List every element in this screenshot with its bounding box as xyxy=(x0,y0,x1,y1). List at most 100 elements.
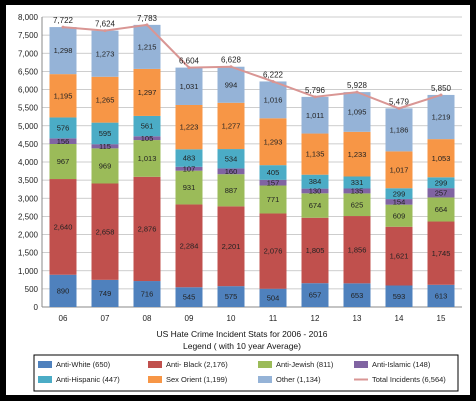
segment-label: 160 xyxy=(225,167,238,176)
bar-segment xyxy=(217,168,245,175)
bar-segment xyxy=(217,206,245,287)
bar-segment xyxy=(343,193,371,217)
segment-label: 664 xyxy=(435,205,448,214)
y-tick-label: 1,000 xyxy=(18,267,39,276)
segment-label: 1,273 xyxy=(96,49,115,58)
bar-segment xyxy=(301,283,329,307)
legend: Anti-White (650) Anti- Black (2,176) Anti-… xyxy=(38,360,446,384)
segment-label: 1,856 xyxy=(348,245,367,254)
total-label: 7,624 xyxy=(95,20,116,29)
segment-label: 154 xyxy=(393,197,406,206)
y-tick-label: 6,000 xyxy=(18,86,39,95)
segment-label: 2,201 xyxy=(222,242,241,251)
x-tick-label: 13 xyxy=(353,314,362,323)
segment-label: 716 xyxy=(141,290,154,299)
bar-segment xyxy=(427,197,455,222)
bar-segment xyxy=(427,284,455,307)
legend-label: Anti-Islamic (148) xyxy=(372,360,431,369)
chart-title: US Hate Crime Incident Stats for 2006 - … xyxy=(156,329,327,339)
bar-segment xyxy=(175,149,203,167)
segment-label: 1,053 xyxy=(432,154,451,163)
segment-label: 625 xyxy=(351,200,364,209)
total-label: 6,222 xyxy=(263,70,284,79)
bar-segment xyxy=(91,183,119,280)
total-incidents-line xyxy=(62,23,442,110)
segment-label: 887 xyxy=(225,186,238,195)
bar-segment xyxy=(133,68,161,116)
bar-segment xyxy=(427,188,455,198)
bar-segment xyxy=(91,148,119,184)
bar-segment xyxy=(301,133,329,175)
bar-segment xyxy=(343,188,371,194)
segment-label: 749 xyxy=(99,289,112,298)
segment-label: 331 xyxy=(351,178,364,187)
segment-label: 1,298 xyxy=(54,46,73,55)
legend-swatch xyxy=(258,361,272,368)
total-label: 6,628 xyxy=(221,56,242,65)
bar-segment xyxy=(133,281,161,307)
segment-label: 107 xyxy=(183,164,196,173)
total-label: 6,604 xyxy=(179,57,200,66)
bar-segment xyxy=(133,115,161,137)
segment-label: 657 xyxy=(309,291,322,300)
segment-label: 1,031 xyxy=(180,82,199,91)
segment-label: 576 xyxy=(57,123,70,132)
bar-segment xyxy=(175,204,203,288)
total-point xyxy=(187,66,191,70)
y-tick-label: 8,000 xyxy=(18,13,39,22)
total-point xyxy=(229,65,233,69)
x-tick-label: 11 xyxy=(269,314,278,323)
legend-label: Sex Orient (1,199) xyxy=(166,375,228,384)
segment-label: 575 xyxy=(225,292,238,301)
bar-segment xyxy=(91,30,119,77)
y-tick-label: 4,000 xyxy=(18,158,39,167)
bar-segment xyxy=(343,92,371,132)
segment-label: 674 xyxy=(309,201,322,210)
segment-label: 613 xyxy=(435,291,448,300)
legend-swatch xyxy=(354,361,368,368)
segment-label: 2,658 xyxy=(96,227,115,236)
segment-label: 969 xyxy=(99,162,112,171)
segment-label: 1,745 xyxy=(432,249,451,258)
segment-label: 545 xyxy=(183,293,196,302)
x-tick-label: 09 xyxy=(185,314,194,323)
segment-label: 1,215 xyxy=(138,42,157,51)
bar-segment xyxy=(217,102,245,150)
bar-segment xyxy=(427,177,455,189)
legend-label: Anti-Hispanic (447) xyxy=(56,375,120,384)
bar-segment xyxy=(175,67,203,105)
bar-segment xyxy=(217,174,245,207)
bar-segment xyxy=(385,108,413,152)
stacked-bar-chart: 0 500 1,000 1,500 2,000 2,500 3,000 3,500 4,000 4… xyxy=(18,13,462,392)
bar-segment xyxy=(49,74,77,118)
bar-segment xyxy=(301,217,329,284)
segment-label: 1,186 xyxy=(390,125,409,134)
segment-label: 994 xyxy=(225,80,238,89)
x-tick-label: 07 xyxy=(101,314,110,323)
y-tick-label: 3,500 xyxy=(18,176,39,185)
chart-frame: 0 500 1,000 1,500 2,000 2,500 3,000 3,500 4,000 4… xyxy=(6,5,470,395)
y-tick-label: 7,000 xyxy=(18,49,39,58)
segment-label: 1,621 xyxy=(390,252,409,261)
legend-box xyxy=(33,354,459,392)
bar-segment xyxy=(49,179,77,275)
segment-label: 561 xyxy=(141,122,154,131)
bar-segment xyxy=(301,96,329,134)
segment-label: 1,297 xyxy=(138,88,157,97)
segment-label: 299 xyxy=(393,189,406,198)
total-label: 7,783 xyxy=(137,14,158,23)
bar-segment xyxy=(385,151,413,189)
segment-label: 1,011 xyxy=(306,111,324,120)
bar-segment xyxy=(385,226,413,286)
segment-label: 156 xyxy=(57,137,70,146)
segment-label: 157 xyxy=(267,178,280,187)
chart-subtitle: Legend ( with 10 year Average) xyxy=(183,341,301,351)
legend-label: Anti-White (650) xyxy=(56,360,111,369)
legend-label: Total Incidents (6,564) xyxy=(372,375,446,384)
legend-swatch xyxy=(258,376,272,383)
bar-segment xyxy=(427,221,455,285)
x-tick-label: 08 xyxy=(143,314,152,323)
segment-label: 405 xyxy=(267,168,280,177)
bar-segment xyxy=(49,143,77,180)
segment-label: 1,233 xyxy=(348,150,367,159)
